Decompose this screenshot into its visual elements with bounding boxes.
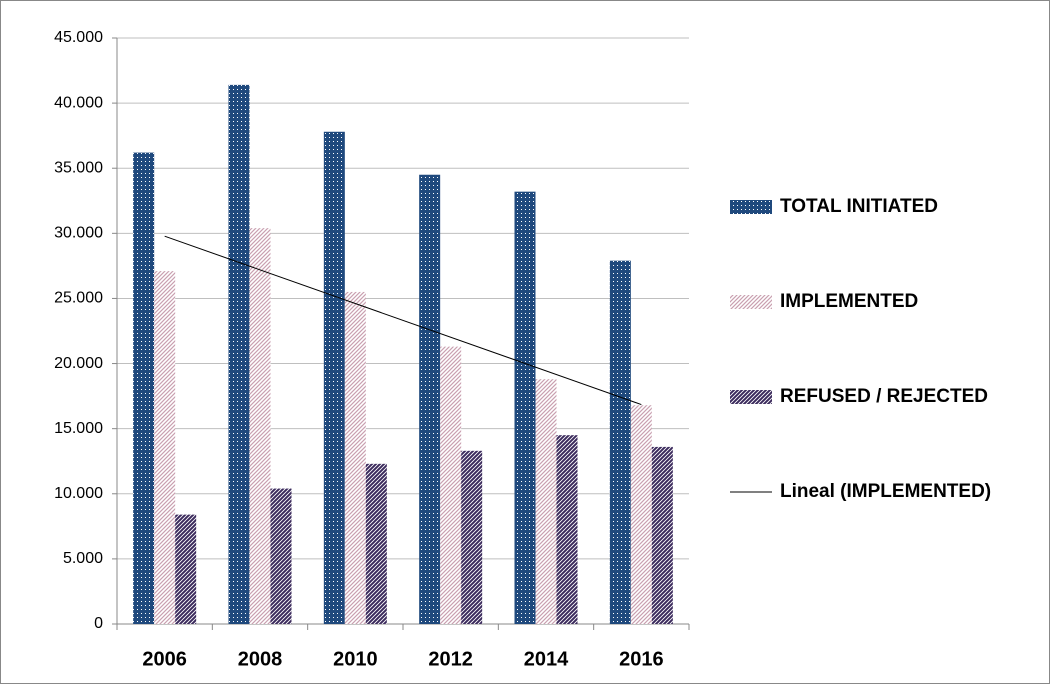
x-tick-label: 2008 xyxy=(238,648,283,670)
bar xyxy=(175,514,197,624)
x-tick-label: 2016 xyxy=(619,648,664,670)
legend-label: IMPLEMENTED xyxy=(780,291,918,312)
bar xyxy=(440,346,462,624)
y-tick-label: 40.000 xyxy=(54,94,103,111)
bar xyxy=(514,191,536,624)
bar xyxy=(133,152,155,624)
bar xyxy=(556,435,578,624)
x-tick-label: 2006 xyxy=(142,648,187,670)
y-tick-label: 35.000 xyxy=(54,159,103,176)
x-tick-label: 2010 xyxy=(333,648,378,670)
y-tick-label: 15.000 xyxy=(54,420,103,437)
bar xyxy=(461,450,483,624)
bar xyxy=(651,446,673,624)
x-tick-label: 2012 xyxy=(428,648,473,670)
trendline xyxy=(164,235,642,406)
legend-label: Lineal (IMPLEMENTED) xyxy=(780,481,991,502)
legend-swatch xyxy=(730,390,772,404)
bar xyxy=(344,291,366,624)
bar xyxy=(630,405,652,624)
y-tick-label: 45.000 xyxy=(54,29,103,46)
y-tick-label: 10.000 xyxy=(54,485,103,502)
y-tick-label: 30.000 xyxy=(54,225,103,242)
bar xyxy=(419,174,441,624)
y-tick-label: 5.000 xyxy=(63,550,103,567)
bar xyxy=(270,488,292,624)
bar xyxy=(154,271,176,624)
y-tick-label: 25.000 xyxy=(54,290,103,307)
bar xyxy=(535,379,557,624)
legend-label: TOTAL INITIATED xyxy=(780,196,938,217)
legend-swatch xyxy=(730,295,772,309)
x-tick-label: 2014 xyxy=(524,648,569,670)
bar xyxy=(609,260,631,624)
bar xyxy=(249,228,271,624)
legend-label: REFUSED / REJECTED xyxy=(780,386,988,407)
y-tick-label: 20.000 xyxy=(54,355,103,372)
bar xyxy=(323,131,345,624)
bar xyxy=(365,463,387,624)
bar xyxy=(228,84,250,624)
y-tick-label: 0 xyxy=(94,615,103,632)
legend-swatch xyxy=(730,200,772,214)
